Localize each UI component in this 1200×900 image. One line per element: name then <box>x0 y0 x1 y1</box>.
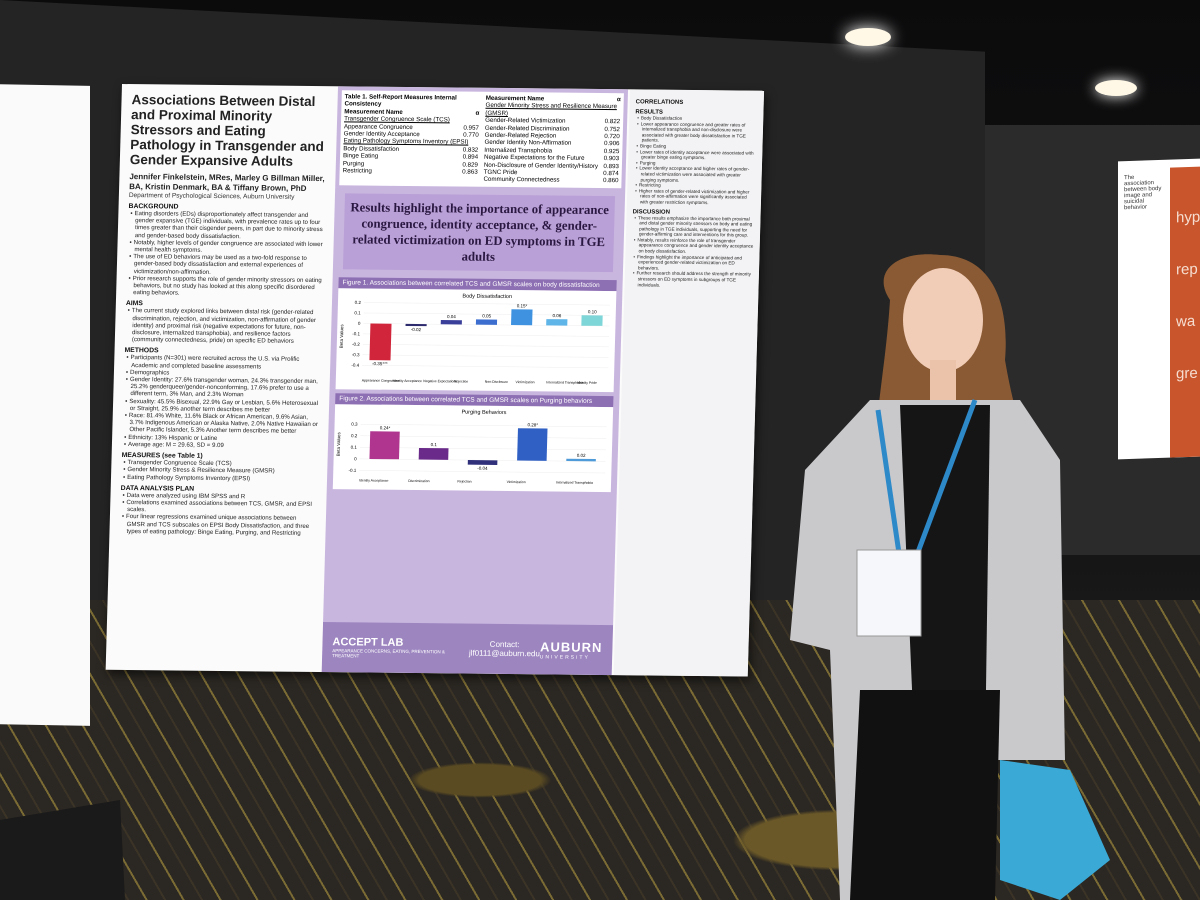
value-label: 0.1 <box>431 442 438 447</box>
value-label: 0.02 <box>577 453 586 458</box>
value-label: 0.10 <box>588 309 597 314</box>
legend-label: Identity Pride <box>577 381 597 385</box>
value-label: -0.02 <box>411 327 422 332</box>
value-label: 0.15* <box>517 303 528 308</box>
grid-line <box>363 302 611 306</box>
legend-label: Appearance Congruence <box>362 378 400 382</box>
value-label: 0.05 <box>482 313 491 318</box>
grid-line <box>359 446 606 451</box>
chart-title: Purging Behaviors <box>461 409 506 415</box>
bar <box>546 318 568 326</box>
y-tick-label: 0.2 <box>351 433 358 438</box>
grid-line <box>360 423 607 427</box>
y-tick-label: 0.1 <box>354 310 361 315</box>
legend-label: Rejection <box>454 379 468 383</box>
y-tick-label: 0.3 <box>351 422 358 427</box>
bar <box>511 309 533 326</box>
chart-title: Body Dissatisfaction <box>462 293 512 300</box>
grid-line <box>363 312 610 316</box>
bar <box>566 458 596 462</box>
bar <box>475 319 498 325</box>
badge <box>856 549 922 637</box>
ceiling-light <box>1095 80 1137 96</box>
grid-line <box>360 435 607 439</box>
top <box>900 405 990 760</box>
legend-label: Rejection <box>457 479 471 483</box>
poster-middle-column: Table 1. Self-Report Measures Internal C… <box>321 86 629 676</box>
bag <box>1000 760 1110 900</box>
axis-label: Beta Values <box>336 431 342 456</box>
bar <box>369 431 400 460</box>
y-tick-label: 0 <box>354 456 357 461</box>
y-tick-label: -0.4 <box>351 363 359 368</box>
value-label: 0.28* <box>528 422 539 427</box>
value-label: -0.04 <box>477 466 488 471</box>
bar <box>418 447 449 460</box>
y-tick-label: 0.2 <box>355 300 362 305</box>
grid-line <box>363 333 610 337</box>
bar <box>467 459 498 465</box>
axis-label: Beta Values <box>339 323 345 348</box>
legend-label: Victimization <box>507 480 526 484</box>
legend-label: Internalized Transphobia <box>546 380 583 384</box>
bar <box>405 323 427 327</box>
legend-label: Negative Expectations <box>423 379 457 383</box>
neck <box>930 360 956 400</box>
legend-label: Internalized Transphobia <box>556 480 593 484</box>
grid-line <box>362 364 609 368</box>
legend-label: Non-Disclosure <box>485 380 508 384</box>
legend-label: Identity Acceptance <box>359 478 389 482</box>
bar <box>581 315 603 326</box>
grid-line <box>359 470 606 474</box>
value-label: 0.24* <box>380 425 391 430</box>
bar <box>440 319 462 325</box>
figure-chart: Purging Behaviors Beta Values 0.3 0.2 0.1 0 -0… <box>336 409 607 485</box>
bystander <box>0 800 125 900</box>
legend-label: Victimization <box>516 380 535 384</box>
y-tick-label: -0.2 <box>352 342 360 347</box>
y-tick-label: -0.3 <box>352 352 360 357</box>
face <box>903 268 983 372</box>
y-tick-label: -0.1 <box>352 331 360 336</box>
value-label: -0.35*** <box>372 361 388 366</box>
pants <box>850 690 1000 900</box>
y-tick-label: 0.1 <box>351 445 358 450</box>
y-tick-label: -0.1 <box>348 468 356 473</box>
lanyard <box>875 399 978 561</box>
bar <box>517 428 548 461</box>
ceiling-light <box>845 28 891 46</box>
grid-line <box>362 354 609 358</box>
figure: Purging Behaviors Beta Values 0.3 0.2 0.1 0 -0… <box>332 404 614 492</box>
grid-line <box>362 343 609 348</box>
figure: Body Dissatisfaction Beta Values 0.2 0.1 0 -0… <box>335 288 617 392</box>
legend-label: Identity Acceptance <box>393 379 423 383</box>
value-label: 0.04 <box>447 314 456 319</box>
poster: Associations Between Distal and Proximal… <box>105 84 765 677</box>
y-tick-label: 0 <box>358 321 361 326</box>
value-label: 0.06 <box>553 313 562 318</box>
bar <box>369 323 392 361</box>
legend-label: Discrimination <box>408 479 430 483</box>
